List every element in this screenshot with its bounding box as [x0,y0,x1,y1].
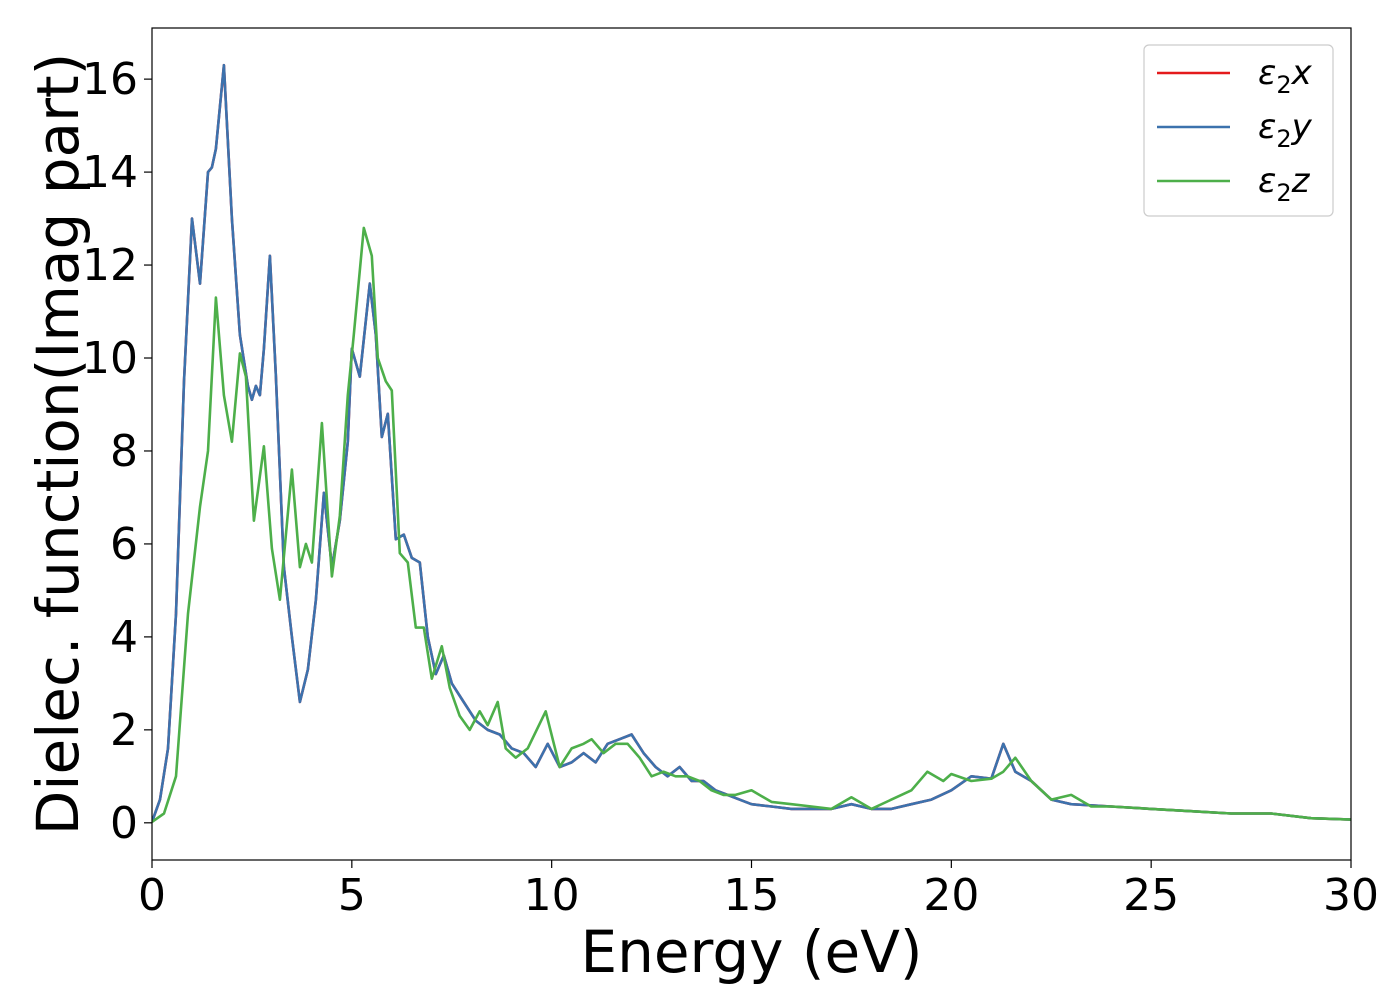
x-tick-label: 30 [1323,870,1379,921]
y-tick-label: 10 [82,333,138,384]
y-tick-label: 2 [110,705,138,756]
y-axis-label: Dielec. function(Imag part) [24,53,92,836]
x-axis-ticks: 0 5 10 15 20 25 30 [138,860,1379,921]
x-tick-label: 25 [1123,870,1179,921]
x-tick-label: 10 [524,870,580,921]
x-tick-label: 5 [338,870,366,921]
series-line-y [152,63,1351,823]
legend-label-z: ε2z [1258,161,1311,207]
legend-label-y: ε2y [1258,107,1313,153]
y-tick-label: 4 [110,612,138,663]
y-axis-ticks: 0 2 4 6 8 10 12 14 16 [82,54,152,849]
y-tick-label: 14 [82,147,138,198]
legend-label-x: ε2x [1258,53,1313,99]
y-tick-label: 12 [82,240,138,291]
series-line-z [152,226,1351,823]
y-tick-label: 8 [110,426,138,477]
x-tick-label: 0 [138,870,166,921]
y-tick-label: 6 [110,519,138,570]
y-tick-label: 0 [110,798,138,849]
x-axis-label: Energy (eV) [580,918,922,986]
legend-box [1143,44,1334,217]
x-tick-label: 20 [923,870,979,921]
series-layer [152,63,1351,823]
legend-items: ε2x ε2y ε2z [1157,53,1313,207]
legend: ε2x ε2y ε2z [1143,44,1334,217]
x-tick-label: 15 [724,870,780,921]
y-tick-label: 16 [82,54,138,105]
